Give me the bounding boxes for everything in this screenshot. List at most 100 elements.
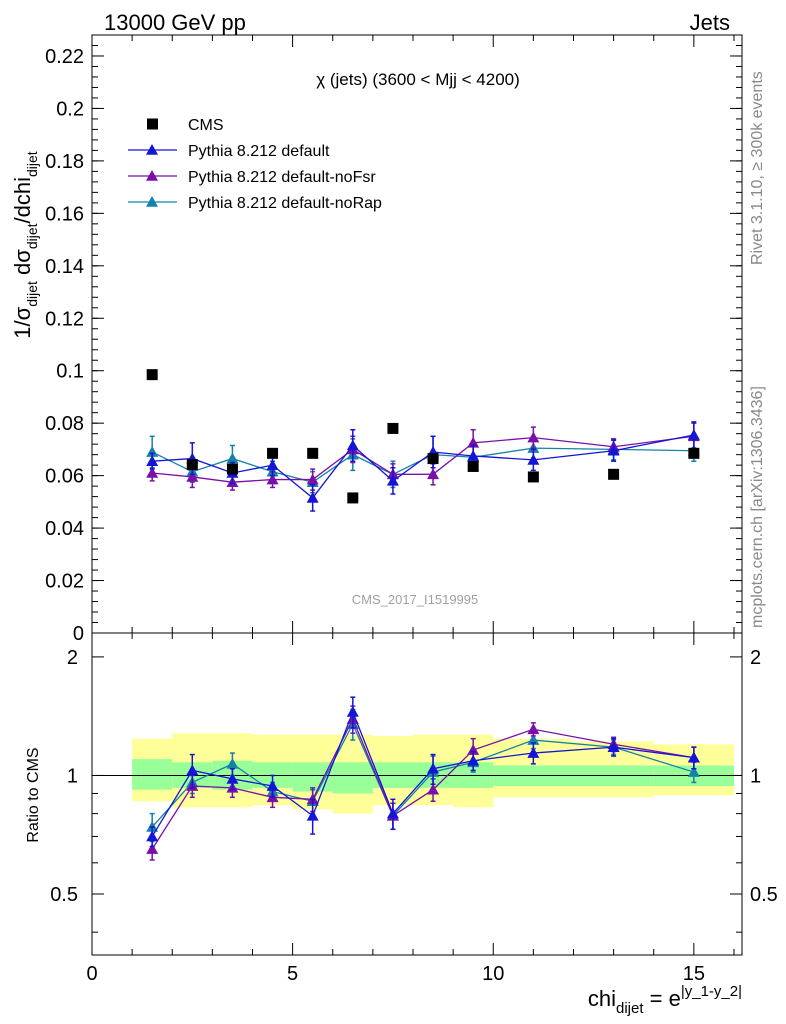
y-tick-label: 0.2 (56, 98, 84, 120)
ratio-data-point-triangle (467, 744, 480, 755)
svg-text:chidijet = e|y_1-y_2|: chidijet = e|y_1-y_2| (588, 983, 742, 1017)
ratio-y-tick-label-right: 0.5 (750, 884, 778, 906)
data-point-triangle (527, 431, 540, 443)
data-point-triangle (266, 459, 279, 470)
cms-data-point (688, 447, 700, 459)
ratio-data-point-triangle (687, 766, 700, 777)
ratio-panel: 0.5 0.5 1 1 2 2 0 5 10 15 (50, 632, 778, 985)
y-tick-label: 0.02 (45, 571, 84, 593)
legend-label: CMS (188, 117, 224, 134)
y-tick-label: 0.14 (45, 256, 84, 278)
data-point-triangle (467, 436, 480, 448)
ratio-data-point-triangle (527, 747, 540, 758)
mcplots-reference-label: mcplots.cern.ch [arXiv:1306.3436] (749, 386, 766, 628)
cms-data-point (527, 471, 539, 483)
cms-data-point (267, 447, 279, 459)
cms-data-point (467, 460, 479, 472)
legend-marker-triangle (146, 196, 158, 207)
cms-data-point (186, 459, 198, 471)
y-tick-label: 0.22 (45, 46, 84, 68)
ratio-y-axis-label: Ratio to CMS (25, 747, 42, 842)
ratio-data-point-triangle (687, 751, 700, 763)
data-point-triangle (306, 473, 319, 485)
ratio-data-point-triangle (607, 741, 620, 752)
cms-data-point (307, 447, 319, 459)
x-tick-label: 10 (482, 963, 504, 985)
ratio-y-tick-label: 1 (67, 765, 78, 787)
data-point-triangle (607, 444, 620, 456)
ratio-band-inner (332, 762, 373, 794)
main-y-axis-label: 1/σdijet dσdijet/dchidijet (10, 151, 40, 339)
ratio-data-point-triangle (266, 780, 279, 791)
y-tick-label: 0.12 (45, 308, 84, 330)
ratio-data-point-triangle (146, 843, 159, 854)
data-point-triangle (226, 452, 239, 464)
header-energy-label: 13000 GeV pp (104, 10, 246, 35)
legend: CMS Pythia 8.212 default Pythia 8.212 defa… (128, 117, 382, 212)
analysis-watermark: CMS_2017_I1519995 (352, 592, 479, 607)
ratio-series-line (151, 717, 694, 850)
ratio-data-point-triangle (306, 809, 319, 821)
y-tick-label: 0.1 (56, 361, 84, 383)
data-point-triangle (146, 467, 159, 478)
data-point-triangle (146, 455, 159, 467)
ratio-y-tick-label-right: 2 (750, 647, 761, 669)
data-point-triangle (146, 446, 159, 457)
data-point-triangle (186, 470, 199, 482)
y-tick-label: 0.08 (45, 413, 84, 435)
ratio-data-point-triangle (427, 762, 440, 774)
series-line (152, 434, 694, 499)
y-tick-label: 0.18 (45, 151, 84, 173)
ratio-y-tick-label: 0.5 (50, 884, 78, 906)
x-tick-label: 5 (287, 963, 298, 985)
ratio-data-point-triangle (386, 807, 399, 819)
x-tick-label: 15 (683, 963, 705, 985)
ratio-data-point-triangle (186, 764, 199, 776)
ratio-data-point-triangle (527, 723, 540, 735)
series-line (152, 435, 694, 483)
data-point-triangle (687, 428, 700, 440)
legend-marker-cms (147, 118, 158, 130)
ratio-data-point-triangle (527, 734, 540, 745)
cms-data-point (427, 453, 439, 465)
legend-marker-triangle (146, 144, 158, 155)
y-tick-label: 0.04 (45, 518, 84, 540)
legend-label: Pythia 8.212 default (188, 143, 330, 160)
ratio-y-tick-label-right: 1 (750, 765, 761, 787)
data-point-triangle (467, 449, 480, 461)
x-tick-label: 0 (86, 963, 97, 985)
rivet-version-label: Rivet 3.1.10, ≥ 300k events (749, 71, 766, 265)
data-point-triangle (266, 473, 279, 485)
ratio-data-point-triangle (146, 830, 159, 842)
ratio-data-point-triangle (226, 772, 239, 784)
y-tick-label: 0.06 (45, 466, 84, 488)
cms-data-point (146, 369, 158, 381)
svg-text:1/σdijet dσdijet/dchidijet: 1/σdijet dσdijet/dchidijet (10, 151, 40, 339)
legend-label: Pythia 8.212 default-noFsr (188, 169, 376, 186)
ratio-data-point-triangle (226, 757, 239, 769)
ratio-band-inner (132, 759, 173, 790)
cms-data-point (226, 463, 238, 475)
ratio-data-point-triangle (427, 783, 440, 795)
ratio-y-tick-label: 2 (67, 647, 78, 669)
cms-data-point (608, 468, 620, 480)
ratio-series-line (151, 710, 694, 837)
data-point-triangle (346, 439, 359, 451)
main-panel: 0.02 0.04 0.06 0.08 0.1 0.12 0.14 0.16 0.18 0.2 0.… (45, 34, 743, 645)
ratio-data-point-triangle (346, 705, 359, 717)
legend-marker-triangle (146, 170, 158, 181)
ratio-data-point-triangle (467, 754, 480, 766)
y-tick-label-zero: 0 (73, 623, 84, 645)
cms-data-point (387, 422, 399, 434)
ratio-series-line (151, 722, 695, 828)
data-point-triangle (306, 491, 319, 503)
series-line (151, 447, 694, 483)
data-point-triangle (386, 474, 399, 486)
data-point-triangle (427, 468, 440, 480)
legend-label: Pythia 8.212 default-noRap (188, 195, 382, 212)
data-point-triangle (527, 453, 540, 465)
ratio-panel-frame (91, 632, 743, 956)
y-tick-label: 0.16 (45, 203, 84, 225)
cms-data-point (347, 492, 359, 504)
